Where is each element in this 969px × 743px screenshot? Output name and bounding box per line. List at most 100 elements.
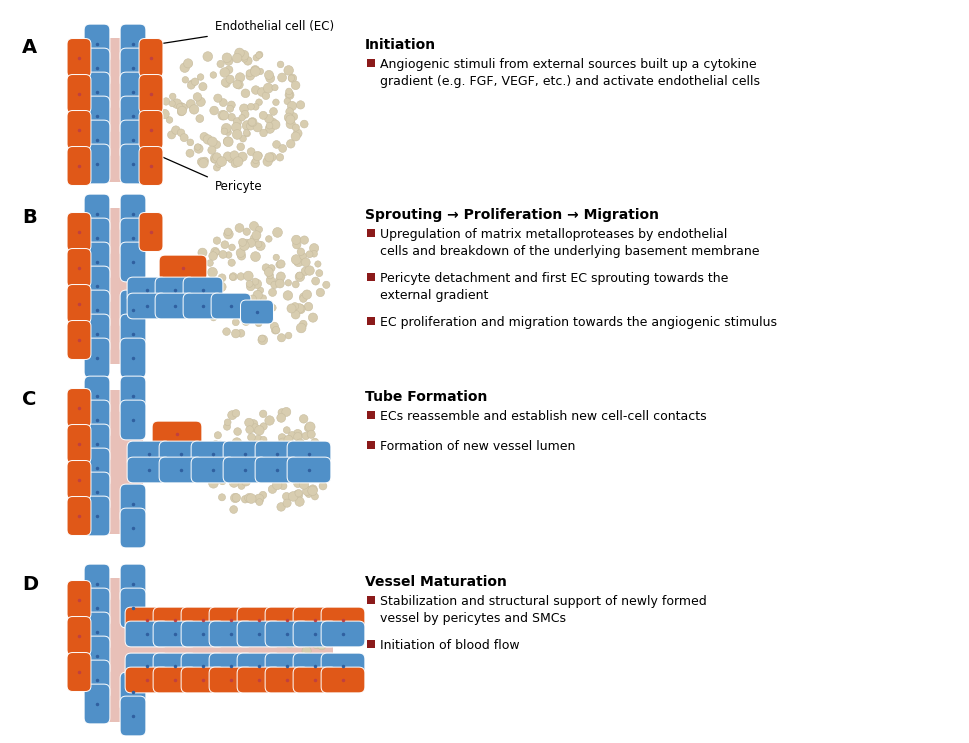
- Point: [184, 78, 200, 90]
- FancyBboxPatch shape: [293, 653, 336, 679]
- Point: [209, 161, 225, 173]
- FancyBboxPatch shape: [155, 293, 195, 319]
- Point: [233, 247, 248, 259]
- FancyBboxPatch shape: [255, 457, 298, 483]
- Point: [256, 434, 271, 446]
- Point: [219, 421, 234, 432]
- Point: [306, 242, 322, 254]
- Point: [247, 250, 263, 262]
- FancyBboxPatch shape: [84, 660, 109, 700]
- Point: [203, 453, 219, 465]
- FancyBboxPatch shape: [120, 290, 145, 330]
- Point: [228, 328, 243, 340]
- Point: [251, 493, 266, 505]
- Point: [264, 262, 279, 274]
- Point: [242, 442, 258, 454]
- Point: [213, 467, 229, 478]
- FancyBboxPatch shape: [255, 441, 298, 467]
- Point: [210, 456, 226, 468]
- FancyBboxPatch shape: [84, 564, 109, 604]
- Point: [261, 113, 276, 125]
- Point: [261, 266, 276, 278]
- Point: [211, 282, 227, 294]
- Point: [281, 85, 297, 97]
- Point: [221, 458, 236, 470]
- FancyBboxPatch shape: [84, 496, 109, 536]
- Point: [280, 330, 296, 342]
- Point: [311, 461, 327, 473]
- Point: [210, 429, 226, 441]
- Point: [239, 120, 255, 132]
- FancyBboxPatch shape: [84, 144, 109, 184]
- Point: [207, 152, 223, 164]
- Point: [274, 143, 290, 155]
- Point: [304, 484, 320, 496]
- Point: [212, 440, 228, 452]
- Point: [312, 287, 328, 299]
- Point: [282, 114, 297, 126]
- Point: [237, 108, 253, 120]
- Bar: [366, 229, 375, 237]
- FancyBboxPatch shape: [120, 588, 145, 628]
- Point: [205, 69, 221, 81]
- Point: [235, 133, 251, 145]
- Point: [219, 294, 234, 306]
- FancyBboxPatch shape: [211, 293, 251, 319]
- FancyBboxPatch shape: [84, 242, 109, 282]
- Point: [283, 72, 298, 84]
- Text: Upregulation of matrix metalloproteases by endothelial
cells and breakdown of th: Upregulation of matrix metalloproteases …: [380, 228, 759, 258]
- FancyBboxPatch shape: [67, 249, 91, 288]
- Point: [278, 490, 294, 502]
- Point: [244, 116, 260, 128]
- Point: [227, 492, 242, 504]
- Point: [220, 136, 235, 148]
- FancyBboxPatch shape: [67, 285, 91, 323]
- Point: [248, 52, 264, 64]
- Point: [212, 58, 228, 70]
- FancyBboxPatch shape: [120, 120, 145, 160]
- Point: [173, 127, 189, 139]
- Point: [207, 303, 223, 315]
- Point: [316, 635, 331, 646]
- Point: [202, 279, 217, 291]
- Point: [194, 156, 209, 168]
- Point: [266, 106, 281, 117]
- FancyBboxPatch shape: [120, 696, 145, 736]
- Point: [266, 279, 282, 291]
- Text: Formation of new vessel lumen: Formation of new vessel lumen: [380, 440, 575, 453]
- Point: [305, 311, 321, 323]
- Point: [220, 464, 235, 476]
- Point: [293, 99, 308, 111]
- Point: [169, 98, 184, 110]
- FancyBboxPatch shape: [67, 580, 91, 620]
- Point: [229, 492, 244, 504]
- Point: [307, 275, 323, 287]
- Point: [225, 296, 240, 308]
- Point: [279, 424, 295, 436]
- Point: [164, 129, 179, 141]
- Point: [250, 121, 266, 133]
- Point: [236, 103, 252, 114]
- Point: [290, 428, 305, 440]
- Point: [230, 426, 245, 438]
- FancyBboxPatch shape: [84, 24, 109, 64]
- Point: [172, 101, 187, 113]
- Point: [255, 292, 270, 304]
- Point: [236, 308, 252, 319]
- FancyBboxPatch shape: [67, 212, 91, 251]
- Point: [290, 128, 305, 140]
- Point: [249, 278, 265, 290]
- Point: [260, 155, 275, 167]
- Point: [296, 478, 311, 490]
- Point: [301, 265, 317, 276]
- Point: [234, 450, 250, 461]
- FancyBboxPatch shape: [265, 607, 308, 633]
- Point: [174, 105, 190, 117]
- Point: [200, 134, 215, 146]
- Point: [214, 272, 230, 284]
- Point: [193, 71, 208, 83]
- Point: [220, 135, 235, 147]
- Point: [261, 69, 276, 81]
- FancyBboxPatch shape: [139, 39, 163, 77]
- Point: [197, 131, 212, 143]
